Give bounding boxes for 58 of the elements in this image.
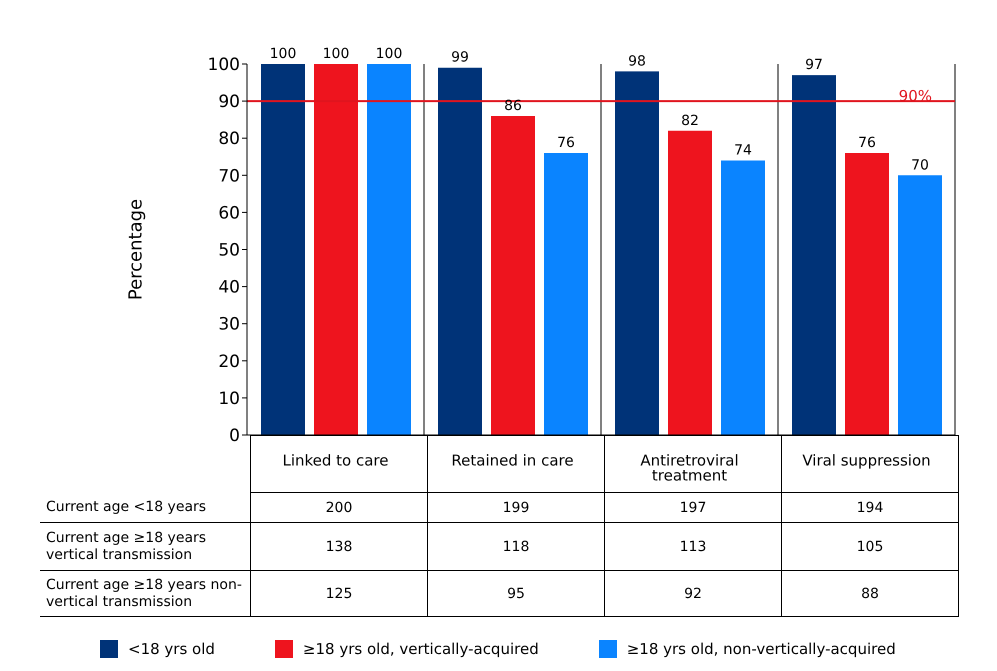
bar (792, 75, 836, 435)
text: 125 (251, 571, 428, 617)
bar (615, 71, 659, 435)
text: 138 (251, 523, 428, 571)
data-label: 70 (911, 157, 929, 174)
data-label: 100 (270, 46, 296, 62)
x-tick-label: Antiretroviral treatment (640, 452, 739, 485)
y-tick-label: 50 (218, 240, 240, 261)
legend-label: <18 yrs old (128, 640, 215, 658)
bar (261, 64, 305, 435)
data-label: 74 (734, 142, 752, 158)
y-tick-label: 70 (218, 166, 240, 186)
data-label: 76 (557, 135, 575, 152)
data-label: 99 (451, 50, 469, 66)
data-label: 76 (858, 135, 876, 152)
data-label: 86 (504, 98, 522, 114)
text: Current age <18 years (40, 493, 251, 523)
y-tick-label: 30 (218, 314, 240, 335)
x-tick-label: Viral suppression (802, 452, 931, 470)
text: Current age ≥18 years non-vertical transmission (40, 571, 251, 617)
text: 95 (428, 571, 605, 617)
x-tick-label: Linked to care (282, 452, 389, 470)
x-tick-label: Retained in care (451, 452, 574, 470)
data-label: 82 (681, 112, 699, 129)
text: 199 (428, 493, 605, 523)
data-label: 98 (628, 53, 646, 70)
y-tick-label: 40 (218, 278, 240, 298)
data-label: 100 (322, 46, 350, 62)
legend-label: ≥18 yrs old, non-vertically-acquired (626, 640, 896, 658)
text: 118 (428, 523, 605, 571)
y-tick-label: 0 (229, 426, 240, 446)
bar (314, 64, 358, 435)
bar (721, 160, 765, 435)
y-tick-label: 100 (208, 55, 240, 76)
text: 105 (782, 523, 959, 571)
text: 197 (605, 493, 782, 523)
data-label: 97 (805, 57, 823, 74)
text: Current age ≥18 years vertical transmission (40, 523, 251, 571)
y-axis-title: Percentage (125, 198, 146, 300)
bar (544, 153, 588, 435)
y-tick-label: 90 (218, 92, 240, 112)
text: 88 (782, 571, 959, 617)
text: 200 (251, 493, 428, 523)
bar (898, 175, 942, 435)
text: 113 (605, 523, 782, 571)
y-tick-label: 10 (218, 388, 240, 409)
bar (491, 116, 535, 435)
text: 194 (782, 493, 959, 523)
bar (367, 64, 411, 435)
data-label: 100 (376, 46, 402, 62)
bar (845, 153, 889, 435)
bar (668, 130, 712, 435)
y-tick-label: 20 (218, 352, 240, 372)
legend-label: ≥18 yrs old, vertically-acquired (302, 640, 539, 658)
y-tick-label: 60 (218, 203, 240, 224)
bar (438, 68, 482, 435)
text: 92 (605, 571, 782, 617)
y-tick-label: 80 (218, 129, 240, 150)
